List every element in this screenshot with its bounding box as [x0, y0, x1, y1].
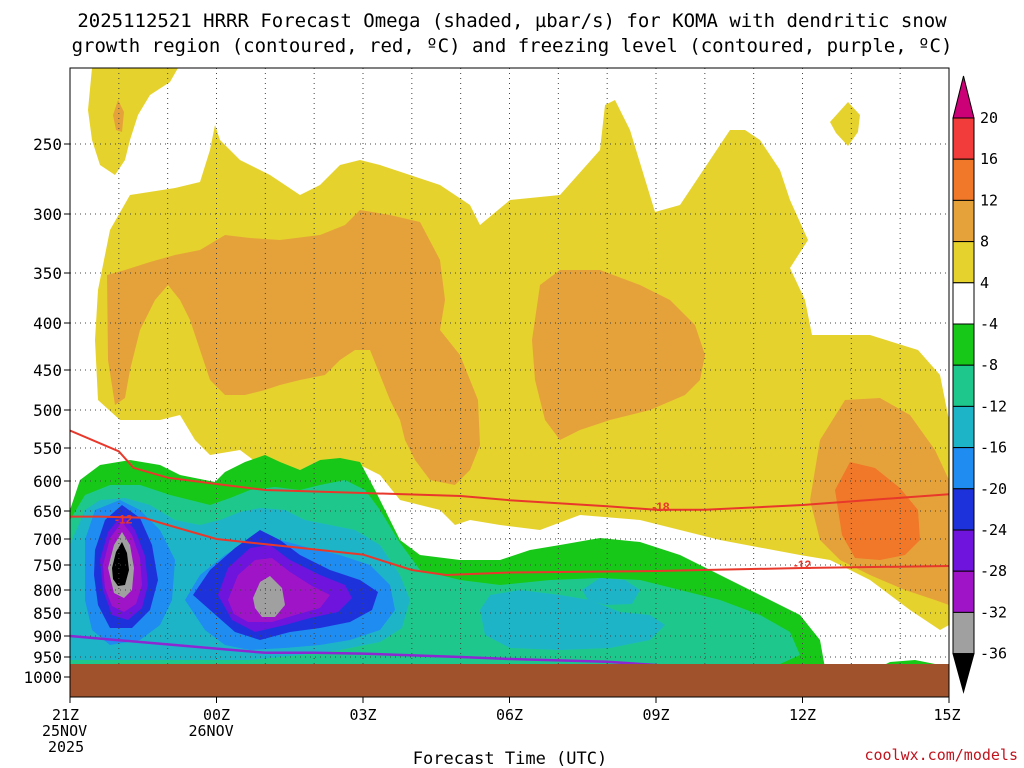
colorbar-label-12: -32 [980, 603, 1007, 621]
colorbar-label-10: -24 [980, 521, 1007, 539]
omega-region-upper-weak-rising [88, 68, 178, 175]
colorbar-swatch-1 [952, 117, 975, 160]
x-axis-label: Forecast Time (UTC) [413, 749, 607, 768]
x-tick-label-0: 21Z [52, 706, 79, 724]
temperature-contours [70, 429, 949, 669]
colorbar-swatch-5 [952, 282, 975, 325]
y-tick-label-400: 400 [33, 314, 62, 333]
x-tick-label-2: 03Z [349, 706, 376, 724]
y-tick-label-900: 900 [33, 627, 62, 646]
colorbar-top-arrow [952, 75, 975, 119]
x-tick-label-6: 15Z [933, 706, 960, 724]
y-tick-label-500: 500 [33, 401, 62, 420]
colorbar-swatch-4 [952, 241, 975, 284]
chart-title-line2: growth region (contoured, red, ºC) and f… [72, 35, 953, 57]
colorbar-swatch-10 [952, 488, 975, 531]
omega-region-upper-strong-rising-top [113, 100, 124, 132]
x-tick-date-0: 25NOV [42, 722, 87, 740]
y-axis: 250 300 350 400 450 500 550 600 650 700 750 800 850 9… [23, 135, 70, 687]
x-tick-label-1: 00Z [203, 706, 230, 724]
omega-region-lower-sinking-12b [480, 590, 665, 650]
ground-fill [70, 664, 949, 697]
colorbar-swatch-2 [952, 158, 975, 201]
contour-labels: -12 -18 -12 [115, 500, 812, 572]
colorbar-label-0: 20 [980, 109, 998, 127]
colorbar-label-1: 16 [980, 150, 998, 168]
colorbar-label-11: -28 [980, 562, 1007, 580]
colorbar-swatch-3 [952, 199, 975, 243]
dendritic-contour-minus18 [70, 429, 949, 511]
plot-area: -12 -18 -12 [70, 68, 949, 697]
y-tick-label-700: 700 [33, 530, 62, 549]
colorbar-swatch-12 [952, 570, 975, 613]
x-tick-label-5: 12Z [789, 706, 816, 724]
x-tick-year-0: 2025 [48, 738, 84, 756]
colorbar-label-9: -20 [980, 480, 1007, 498]
colorbar-label-5: -4 [980, 315, 998, 333]
colorbar-label-8: -16 [980, 439, 1007, 457]
colorbar-swatch-9 [952, 447, 975, 490]
colorbar-label-7: -12 [980, 397, 1007, 415]
y-tick-label-250: 250 [33, 135, 62, 154]
omega-region-upper-weak-rising-2 [95, 100, 949, 630]
ground-layer [70, 664, 949, 697]
contour-label-minus12-right: -12 [794, 558, 812, 572]
x-tick-label-4: 09Z [642, 706, 669, 724]
x-tick-label-3: 06Z [496, 706, 523, 724]
omega-region-lower-sinking-36 [112, 542, 129, 586]
freezing-level-contour [70, 634, 671, 669]
omega-region-lower-sinking-32b [253, 576, 285, 617]
y-tick-label-350: 350 [33, 264, 62, 283]
colorbar-bottom-arrow [952, 653, 975, 694]
omega-region-upper-moderate-rising-1 [107, 210, 480, 485]
omega-region-upper-weak-rising-3 [830, 102, 860, 146]
colorbar-swatch-8 [952, 405, 975, 449]
colorbar-label-6: -8 [980, 356, 998, 374]
y-tick-label-550: 550 [33, 439, 62, 458]
y-tick-label-300: 300 [33, 205, 62, 224]
colorbar-label-2: 12 [980, 191, 998, 209]
omega-region-late-strong-rising [835, 462, 920, 560]
omega-region-lower-sinking-12c [582, 578, 640, 605]
colorbar-swatch-11 [952, 529, 975, 572]
contour-label-minus12-left: -12 [115, 512, 133, 526]
y-tick-label-450: 450 [33, 361, 62, 380]
dendritic-contour-minus12 [70, 515, 949, 577]
colorbar-label-4: 4 [980, 274, 989, 292]
colorbar-swatch-7 [952, 364, 975, 407]
colorbar-label-13: -36 [980, 645, 1007, 663]
colorbar-swatch-13 [952, 611, 975, 655]
y-tick-label-1000: 1000 [23, 668, 62, 687]
omega-region-upper-moderate-rising-2 [532, 270, 705, 440]
y-tick-label-950: 950 [33, 648, 62, 667]
colorbar-swatch-6 [952, 323, 975, 366]
contour-label-minus18: -18 [652, 500, 670, 514]
y-tick-label-850: 850 [33, 604, 62, 623]
y-tick-label-750: 750 [33, 556, 62, 575]
chart-title-line1: 2025112521 HRRR Forecast Omega (shaded, … [77, 10, 947, 32]
x-tick-date-1: 26NOV [189, 722, 234, 740]
colorbar: 20 16 12 8 4 -4 -8 -12 -16 -20 -24 -28 -32 -36 [952, 75, 1007, 694]
y-tick-label-800: 800 [33, 581, 62, 600]
colorbar-label-3: 8 [980, 233, 989, 251]
y-tick-label-650: 650 [33, 502, 62, 521]
credit-text: coolwx.com/models [864, 746, 1018, 764]
y-tick-label-600: 600 [33, 472, 62, 491]
